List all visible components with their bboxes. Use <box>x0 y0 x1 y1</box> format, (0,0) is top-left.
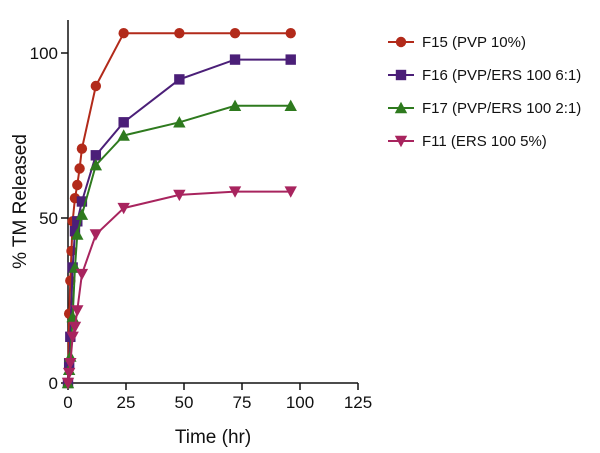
data-point <box>118 28 129 39</box>
data-point <box>229 54 241 65</box>
data-point <box>69 226 81 237</box>
data-point <box>173 189 186 202</box>
x-ticks: 0 25 50 75 100 125 <box>63 383 372 412</box>
x-tick-label: 100 <box>286 393 314 412</box>
data-point <box>285 28 296 39</box>
data-point <box>61 377 75 390</box>
data-point <box>284 186 297 198</box>
data-point <box>74 163 85 174</box>
x-tick-label: 75 <box>233 393 252 412</box>
data-point <box>229 28 241 39</box>
legend-marker <box>395 36 407 48</box>
x-tick-label: 25 <box>117 393 136 412</box>
data-point <box>285 54 296 65</box>
y-tick-label: 100 <box>30 44 58 63</box>
x-tick-label: 0 <box>63 393 72 412</box>
data-point <box>90 150 102 161</box>
data-point <box>118 117 129 128</box>
data-point <box>90 80 102 92</box>
data-point <box>76 196 88 207</box>
data-point <box>62 367 76 380</box>
series-3 <box>61 99 297 389</box>
series-2 <box>62 54 296 389</box>
series-line <box>67 190 291 384</box>
legend-marker <box>394 135 408 148</box>
legend: F15 (PVP 10%) F16 (PVP/ERS 100 6:1) F17 (P… <box>388 34 581 150</box>
legend-item: F11 (ERS 100 5%) <box>388 133 547 150</box>
axes: 0 25 50 75 100 125 0 50 100 <box>30 20 372 412</box>
plot-series <box>61 28 297 390</box>
data-point <box>284 99 297 111</box>
legend-item: F15 (PVP 10%) <box>388 34 526 51</box>
data-point <box>66 331 79 343</box>
data-point <box>117 129 130 141</box>
data-point <box>173 116 186 128</box>
x-tick-label: 125 <box>344 393 372 412</box>
y-tick-label: 0 <box>49 374 58 393</box>
legend-item: F17 (PVP/ERS 100 2:1) <box>388 100 581 117</box>
data-point <box>228 99 242 111</box>
data-point <box>64 358 77 370</box>
data-point <box>71 228 84 240</box>
data-point <box>89 159 103 171</box>
data-point <box>228 186 242 198</box>
data-point <box>76 143 88 154</box>
legend-label: F17 (PVP/ERS 100 2:1) <box>422 100 581 117</box>
legend-label: F15 (PVP 10%) <box>422 34 526 51</box>
y-tick-label: 50 <box>39 209 58 228</box>
data-point <box>72 216 83 227</box>
data-point <box>174 28 185 39</box>
y-ticks: 0 50 100 <box>30 44 68 393</box>
legend-marker <box>394 101 408 114</box>
legend-label: F11 (ERS 100 5%) <box>422 133 547 150</box>
data-point <box>68 321 82 334</box>
data-point <box>72 179 83 191</box>
data-point <box>75 268 89 281</box>
y-axis-title: % TM Released <box>10 134 31 269</box>
legend-label: F16 (PVP/ERS 100 6:1) <box>422 67 581 84</box>
data-point <box>75 208 89 220</box>
legend-marker <box>395 69 407 81</box>
x-tick-label: 50 <box>175 393 194 412</box>
legend-item: F16 (PVP/ERS 100 6:1) <box>388 67 581 84</box>
series-line <box>67 32 291 384</box>
series-line <box>67 58 291 384</box>
data-point <box>89 229 103 241</box>
data-point <box>71 305 84 317</box>
data-point <box>174 74 185 85</box>
series-4 <box>61 186 297 390</box>
data-point <box>117 202 130 215</box>
x-axis-title: Time (hr) <box>175 427 251 448</box>
